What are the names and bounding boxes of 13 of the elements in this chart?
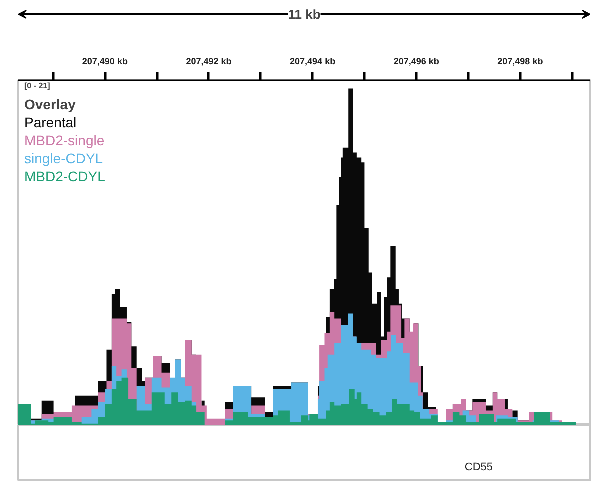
text: Parental: [24, 114, 77, 130]
text: single-CDYL: [24, 150, 104, 166]
text: MBD2-single: [24, 132, 105, 148]
legend-title: Overlay: [24, 96, 76, 112]
text: 11 kb: [288, 7, 321, 22]
x-tick-label: 207,490 kb: [82, 56, 128, 66]
x-tick-label: 207,498 kb: [498, 56, 544, 66]
x-tick-label: 207,492 kb: [186, 56, 232, 66]
y-tick-label: [0 - 21]: [24, 82, 51, 90]
text: CD55: [464, 462, 494, 474]
x-tick-label: 207,496 kb: [394, 56, 440, 66]
x-tick-label: 207,494 kb: [290, 56, 336, 66]
text: MBD2-CDYL: [24, 168, 106, 184]
